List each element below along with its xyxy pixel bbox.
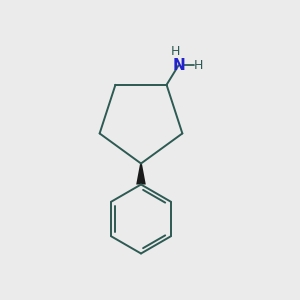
Text: H: H <box>194 59 203 72</box>
Text: H: H <box>171 45 180 58</box>
Text: N: N <box>172 58 185 73</box>
Polygon shape <box>136 164 146 184</box>
